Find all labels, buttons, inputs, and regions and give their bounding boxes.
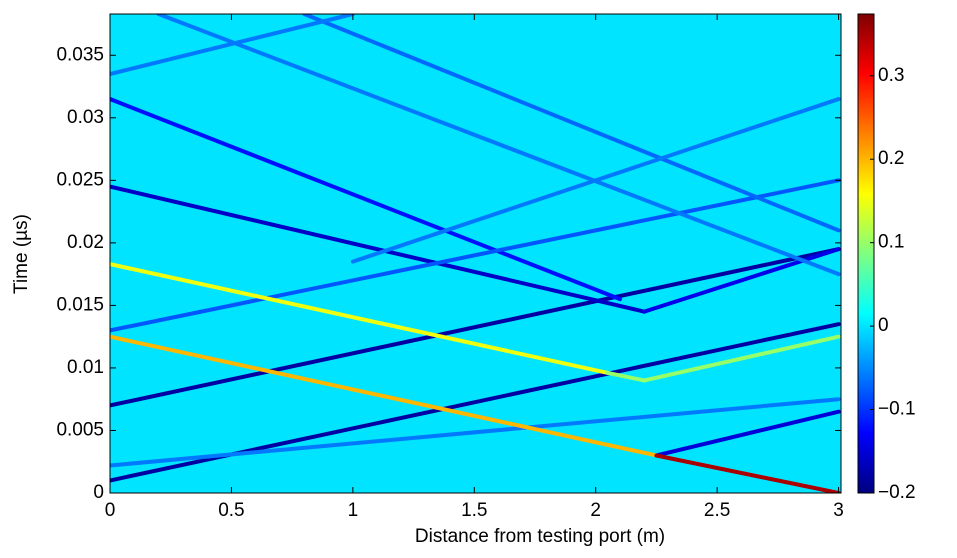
y-tick-label: 0.035 (56, 44, 104, 65)
colorbar-tick-label: 0.2 (878, 148, 904, 169)
x-tick-label: 2.5 (704, 500, 730, 521)
x-tick-label: 1.5 (461, 500, 487, 521)
streak (110, 184, 647, 314)
x-tick-label: 3 (833, 500, 844, 521)
colorbar-tick-label: 0.3 (878, 65, 904, 86)
streak (642, 334, 841, 383)
streak (605, 370, 647, 383)
streak (110, 397, 841, 468)
streak (156, 14, 841, 277)
y-tick-label: 0.005 (56, 419, 104, 440)
streak (302, 14, 841, 233)
colorbar-tick-label: −0.1 (878, 399, 916, 420)
streak (110, 262, 610, 375)
x-tick-label: 2 (590, 500, 601, 521)
x-tick-label: 0 (105, 500, 116, 521)
streak (110, 97, 622, 302)
streaks (110, 14, 841, 493)
colorbar-tick-label: 0.1 (878, 232, 904, 253)
y-tick-label: 0.02 (67, 232, 104, 253)
x-tick-label: 1 (348, 500, 359, 521)
y-tick-label: 0.01 (67, 357, 104, 378)
plot-frame (109, 13, 842, 494)
streak (110, 14, 355, 77)
colorbar (857, 13, 875, 494)
streak (110, 247, 841, 408)
y-tick-label: 0.03 (67, 107, 104, 128)
y-tick-label: 0.015 (56, 294, 104, 315)
y-axis-label: Time (µs) (11, 214, 32, 294)
streak (654, 453, 841, 493)
x-tick-label: 0.5 (218, 500, 244, 521)
streak (110, 178, 841, 333)
streak (350, 97, 841, 264)
streak (110, 334, 659, 458)
y-tick-label: 0 (93, 482, 104, 503)
streak (654, 409, 841, 458)
y-tick-label: 0.025 (56, 169, 104, 190)
colorbar-tick-label: 0 (878, 315, 889, 336)
colorbar-tick-label: −0.2 (878, 482, 916, 503)
streak (642, 247, 841, 314)
x-axis-label: Distance from testing port (m) (415, 526, 665, 547)
